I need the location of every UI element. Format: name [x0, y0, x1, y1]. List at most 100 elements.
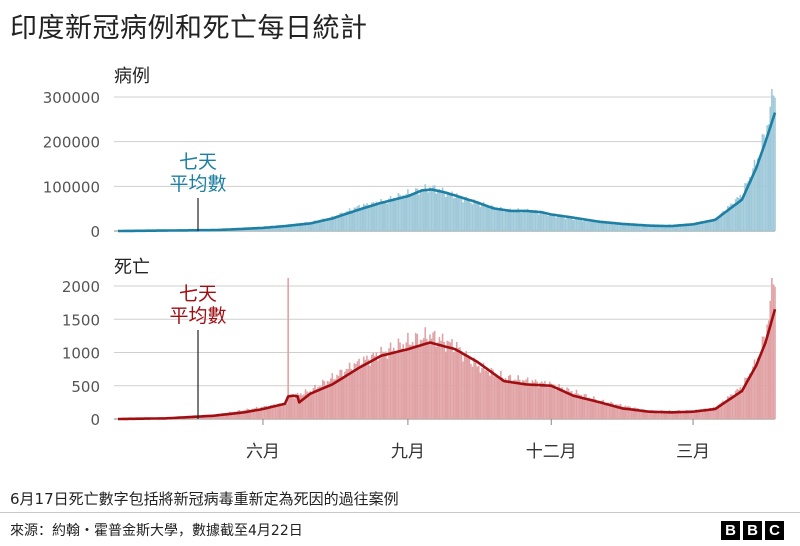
daily-bar: [268, 406, 271, 419]
daily-bar: [555, 390, 557, 419]
daily-bar: [259, 408, 261, 419]
daily-bar: [711, 408, 713, 419]
daily-bar: [749, 373, 751, 419]
daily-bar: [260, 406, 263, 419]
daily-bar: [288, 224, 291, 231]
daily-bar: [336, 374, 338, 419]
daily-case-bars: [118, 88, 776, 232]
daily-bar: [719, 214, 721, 231]
daily-bar: [706, 410, 709, 419]
daily-bar: [345, 369, 348, 419]
daily-bar: [355, 207, 357, 231]
daily-bar: [411, 193, 414, 231]
daily-bar: [522, 379, 524, 419]
daily-bar: [767, 124, 770, 231]
daily-bar: [629, 406, 631, 419]
daily-bar: [284, 405, 286, 419]
daily-bar: [517, 375, 519, 419]
daily-bar: [358, 204, 360, 231]
x-tick-label: 十二月: [526, 442, 577, 462]
daily-bar: [698, 410, 701, 419]
daily-bar: [288, 397, 291, 419]
daily-bar: [501, 210, 504, 231]
daily-bar: [503, 211, 505, 231]
daily-bar: [537, 387, 540, 419]
daily-bar: [244, 410, 247, 419]
daily-bar: [753, 159, 756, 231]
daily-bar: [626, 224, 628, 231]
daily-bar: [632, 408, 634, 419]
daily-bar: [271, 226, 274, 231]
daily-bar: [389, 195, 392, 231]
daily-bar: [309, 222, 312, 231]
daily-bar: [279, 403, 282, 419]
daily-bar: [441, 187, 444, 231]
daily-bar: [700, 409, 702, 419]
daily-bar: [492, 205, 494, 231]
daily-bar: [755, 165, 757, 231]
daily-bar: [233, 411, 236, 419]
daily-bar: [534, 209, 537, 231]
daily-bar: [225, 413, 228, 419]
daily-bar: [676, 410, 679, 419]
daily-bar: [437, 342, 439, 419]
daily-bar: [457, 196, 460, 231]
daily-bar: [542, 212, 545, 231]
daily-bar: [315, 388, 318, 419]
daily-bar: [761, 336, 764, 419]
daily-bar: [605, 403, 608, 419]
daily-bar: [481, 367, 483, 419]
daily-bar: [627, 406, 630, 419]
daily-bar: [515, 211, 518, 231]
daily-bar: [528, 384, 531, 419]
bbc-logo-letter: B: [743, 521, 762, 540]
daily-bar: [457, 348, 460, 419]
daily-bar: [438, 337, 441, 419]
daily-bar: [367, 204, 370, 231]
daily-bar: [667, 411, 669, 419]
daily-bar: [444, 351, 447, 419]
daily-bar: [397, 193, 400, 231]
daily-bar: [440, 340, 442, 419]
daily-bar: [329, 217, 332, 231]
daily-bar: [419, 191, 422, 231]
daily-bar: [265, 226, 267, 231]
daily-bar: [701, 222, 704, 231]
daily-death-bars: [118, 278, 776, 419]
daily-bar: [659, 225, 661, 231]
annotation-text: 平均數: [169, 173, 226, 195]
daily-bar: [381, 351, 384, 419]
daily-bar: [572, 219, 575, 231]
daily-bar: [293, 224, 296, 231]
daily-bar: [737, 197, 740, 231]
daily-bar: [638, 225, 641, 231]
daily-bar: [443, 191, 445, 231]
daily-bar: [766, 324, 768, 419]
daily-bar: [558, 214, 560, 231]
daily-bar: [541, 211, 543, 231]
daily-bar: [559, 387, 562, 419]
daily-bar: [282, 225, 285, 231]
daily-bar: [385, 200, 387, 231]
daily-bar: [605, 223, 608, 231]
daily-bar: [426, 338, 428, 419]
daily-bar: [665, 411, 668, 419]
daily-bar: [433, 330, 436, 419]
daily-bar: [307, 392, 310, 419]
daily-bar: [559, 216, 562, 231]
daily-bar: [733, 396, 735, 419]
daily-bar: [656, 225, 658, 231]
daily-bar: [299, 223, 302, 231]
daily-bar: [553, 215, 556, 231]
daily-bar: [470, 363, 472, 419]
daily-bar: [385, 351, 387, 419]
daily-bar: [416, 188, 419, 231]
daily-bar: [574, 219, 576, 231]
daily-bar: [673, 224, 675, 231]
daily-bar: [599, 222, 601, 231]
daily-bar: [703, 408, 705, 419]
daily-bar: [597, 400, 600, 419]
daily-bar: [564, 392, 567, 419]
daily-bar: [372, 353, 375, 419]
daily-bar: [356, 361, 359, 419]
